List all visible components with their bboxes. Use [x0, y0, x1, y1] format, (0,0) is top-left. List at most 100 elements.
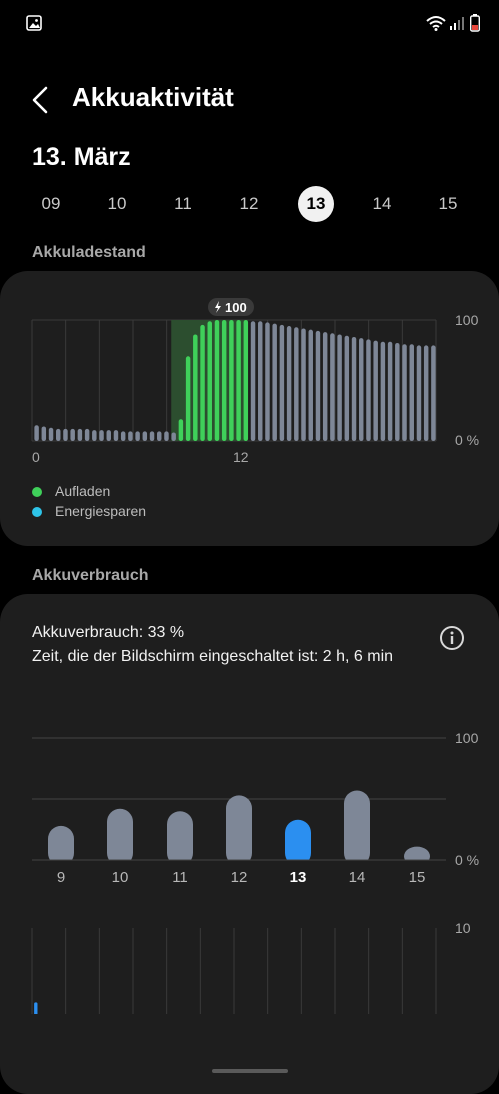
back-arrow-icon[interactable] — [24, 82, 60, 118]
level-bar — [322, 332, 328, 441]
daily-x-label: 9 — [57, 869, 65, 886]
level-bar — [48, 427, 54, 441]
level-bar — [243, 320, 249, 441]
daily-bar — [48, 825, 74, 866]
level-bar — [431, 345, 436, 441]
battery-usage-card: Akkuverbrauch: 33 % Zeit, die der Bildsc… — [0, 594, 499, 1094]
level-bar — [106, 430, 111, 441]
daily-x-label: 13 — [290, 869, 307, 886]
level-bar — [286, 326, 292, 441]
level-bar — [380, 341, 386, 441]
level-bar — [229, 320, 234, 441]
level-bar — [157, 431, 162, 441]
level-bar — [272, 323, 277, 441]
level-bar — [63, 428, 68, 441]
hourly-bar — [34, 1002, 38, 1014]
level-bar — [149, 431, 155, 441]
level-bar — [171, 432, 176, 441]
level-bar — [120, 431, 126, 441]
level-bar — [113, 430, 119, 441]
peak-badge — [208, 298, 254, 316]
level-bar — [265, 322, 270, 441]
y-tick-label: 10 — [455, 920, 471, 936]
level-bar — [84, 428, 90, 441]
daily-bar-mask — [48, 860, 74, 868]
daily-bar-mask — [285, 860, 311, 868]
day-15[interactable]: 15 — [438, 194, 458, 213]
level-bar — [373, 340, 378, 441]
level-bar — [423, 345, 429, 441]
daily-bar — [285, 819, 311, 866]
level-bar — [416, 345, 422, 441]
legend-dot-charging — [32, 487, 42, 497]
level-bar — [315, 330, 321, 441]
day-11[interactable]: 11 — [174, 194, 192, 213]
daily-x-label: 11 — [172, 869, 188, 886]
daily-bar-mask — [107, 860, 133, 868]
level-bar — [351, 336, 357, 441]
level-bar — [128, 431, 133, 441]
legend-dot-power-saving — [32, 507, 42, 517]
day-10[interactable]: 10 — [107, 194, 127, 213]
level-bar — [258, 321, 263, 441]
level-bar — [214, 320, 220, 441]
y-tick-label: 0 % — [455, 852, 479, 868]
x-tick-label: 0 — [32, 449, 40, 465]
level-bar — [185, 356, 191, 441]
y-tick-label: 100 — [455, 730, 479, 746]
level-bar — [308, 329, 313, 441]
daily-x-label: 10 — [112, 869, 129, 886]
day-09[interactable]: 09 — [41, 194, 61, 213]
level-bar — [200, 324, 205, 441]
page-title: Akkuaktivität — [72, 82, 234, 112]
level-bar — [70, 428, 75, 441]
daily-bar — [226, 795, 252, 866]
level-bar — [142, 431, 148, 441]
date-title: 13. März — [32, 143, 131, 171]
level-bar — [207, 321, 212, 441]
daily-bar-mask — [404, 860, 430, 868]
level-bar — [344, 335, 350, 441]
level-bar — [178, 419, 184, 441]
day-14[interactable]: 14 — [372, 194, 392, 213]
daily-x-label: 15 — [409, 869, 426, 886]
battery-icon — [470, 14, 480, 32]
legend-label-power-saving: Energiesparen — [55, 503, 147, 519]
status-bar — [0, 0, 499, 46]
level-bar — [77, 428, 83, 441]
level-bar — [387, 341, 393, 441]
day-13[interactable]: 13 — [298, 186, 334, 222]
daily-bar-mask — [344, 860, 370, 868]
home-indicator[interactable] — [212, 1069, 288, 1073]
x-tick-label: 12 — [233, 449, 249, 465]
battery-level-card: 100 100 0 % 0 12 Aufladen Energiesparen — [0, 271, 499, 546]
daily-x-label: 12 — [231, 869, 248, 886]
level-bar — [395, 342, 400, 441]
hourly-usage-chart: 100 %012 — [31, 920, 471, 1014]
level-bar — [301, 328, 306, 441]
level-bar — [193, 334, 198, 441]
y-tick-label: 0 % — [455, 432, 479, 448]
daily-bar-mask — [167, 860, 193, 868]
battery-usage-label: Akkuverbrauch — [32, 567, 149, 584]
level-bar — [56, 428, 61, 441]
battery-level-label: Akkuladestand — [32, 244, 146, 261]
info-icon[interactable] — [439, 625, 465, 651]
level-bar — [366, 339, 371, 441]
level-bar — [402, 344, 407, 441]
screen-time-text: Zeit, die der Bildschirm eingeschaltet i… — [32, 648, 394, 665]
level-bar — [337, 334, 342, 441]
day-selector: 09 10 11 12 13 14 15 — [16, 186, 486, 222]
level-bar — [99, 430, 104, 441]
level-bar — [41, 426, 47, 441]
bolt-icon — [215, 301, 221, 313]
level-bar — [359, 338, 364, 441]
legend-label-charging: Aufladen — [55, 483, 111, 499]
level-bar — [330, 333, 335, 441]
battery-level-chart: 100 100 0 % 0 12 — [31, 298, 479, 465]
level-bar — [279, 324, 285, 441]
daily-bar-mask — [226, 860, 252, 868]
day-12[interactable]: 12 — [239, 194, 259, 213]
usage-percent-text: Akkuverbrauch: 33 % — [32, 624, 185, 641]
signal-icon — [450, 17, 464, 30]
